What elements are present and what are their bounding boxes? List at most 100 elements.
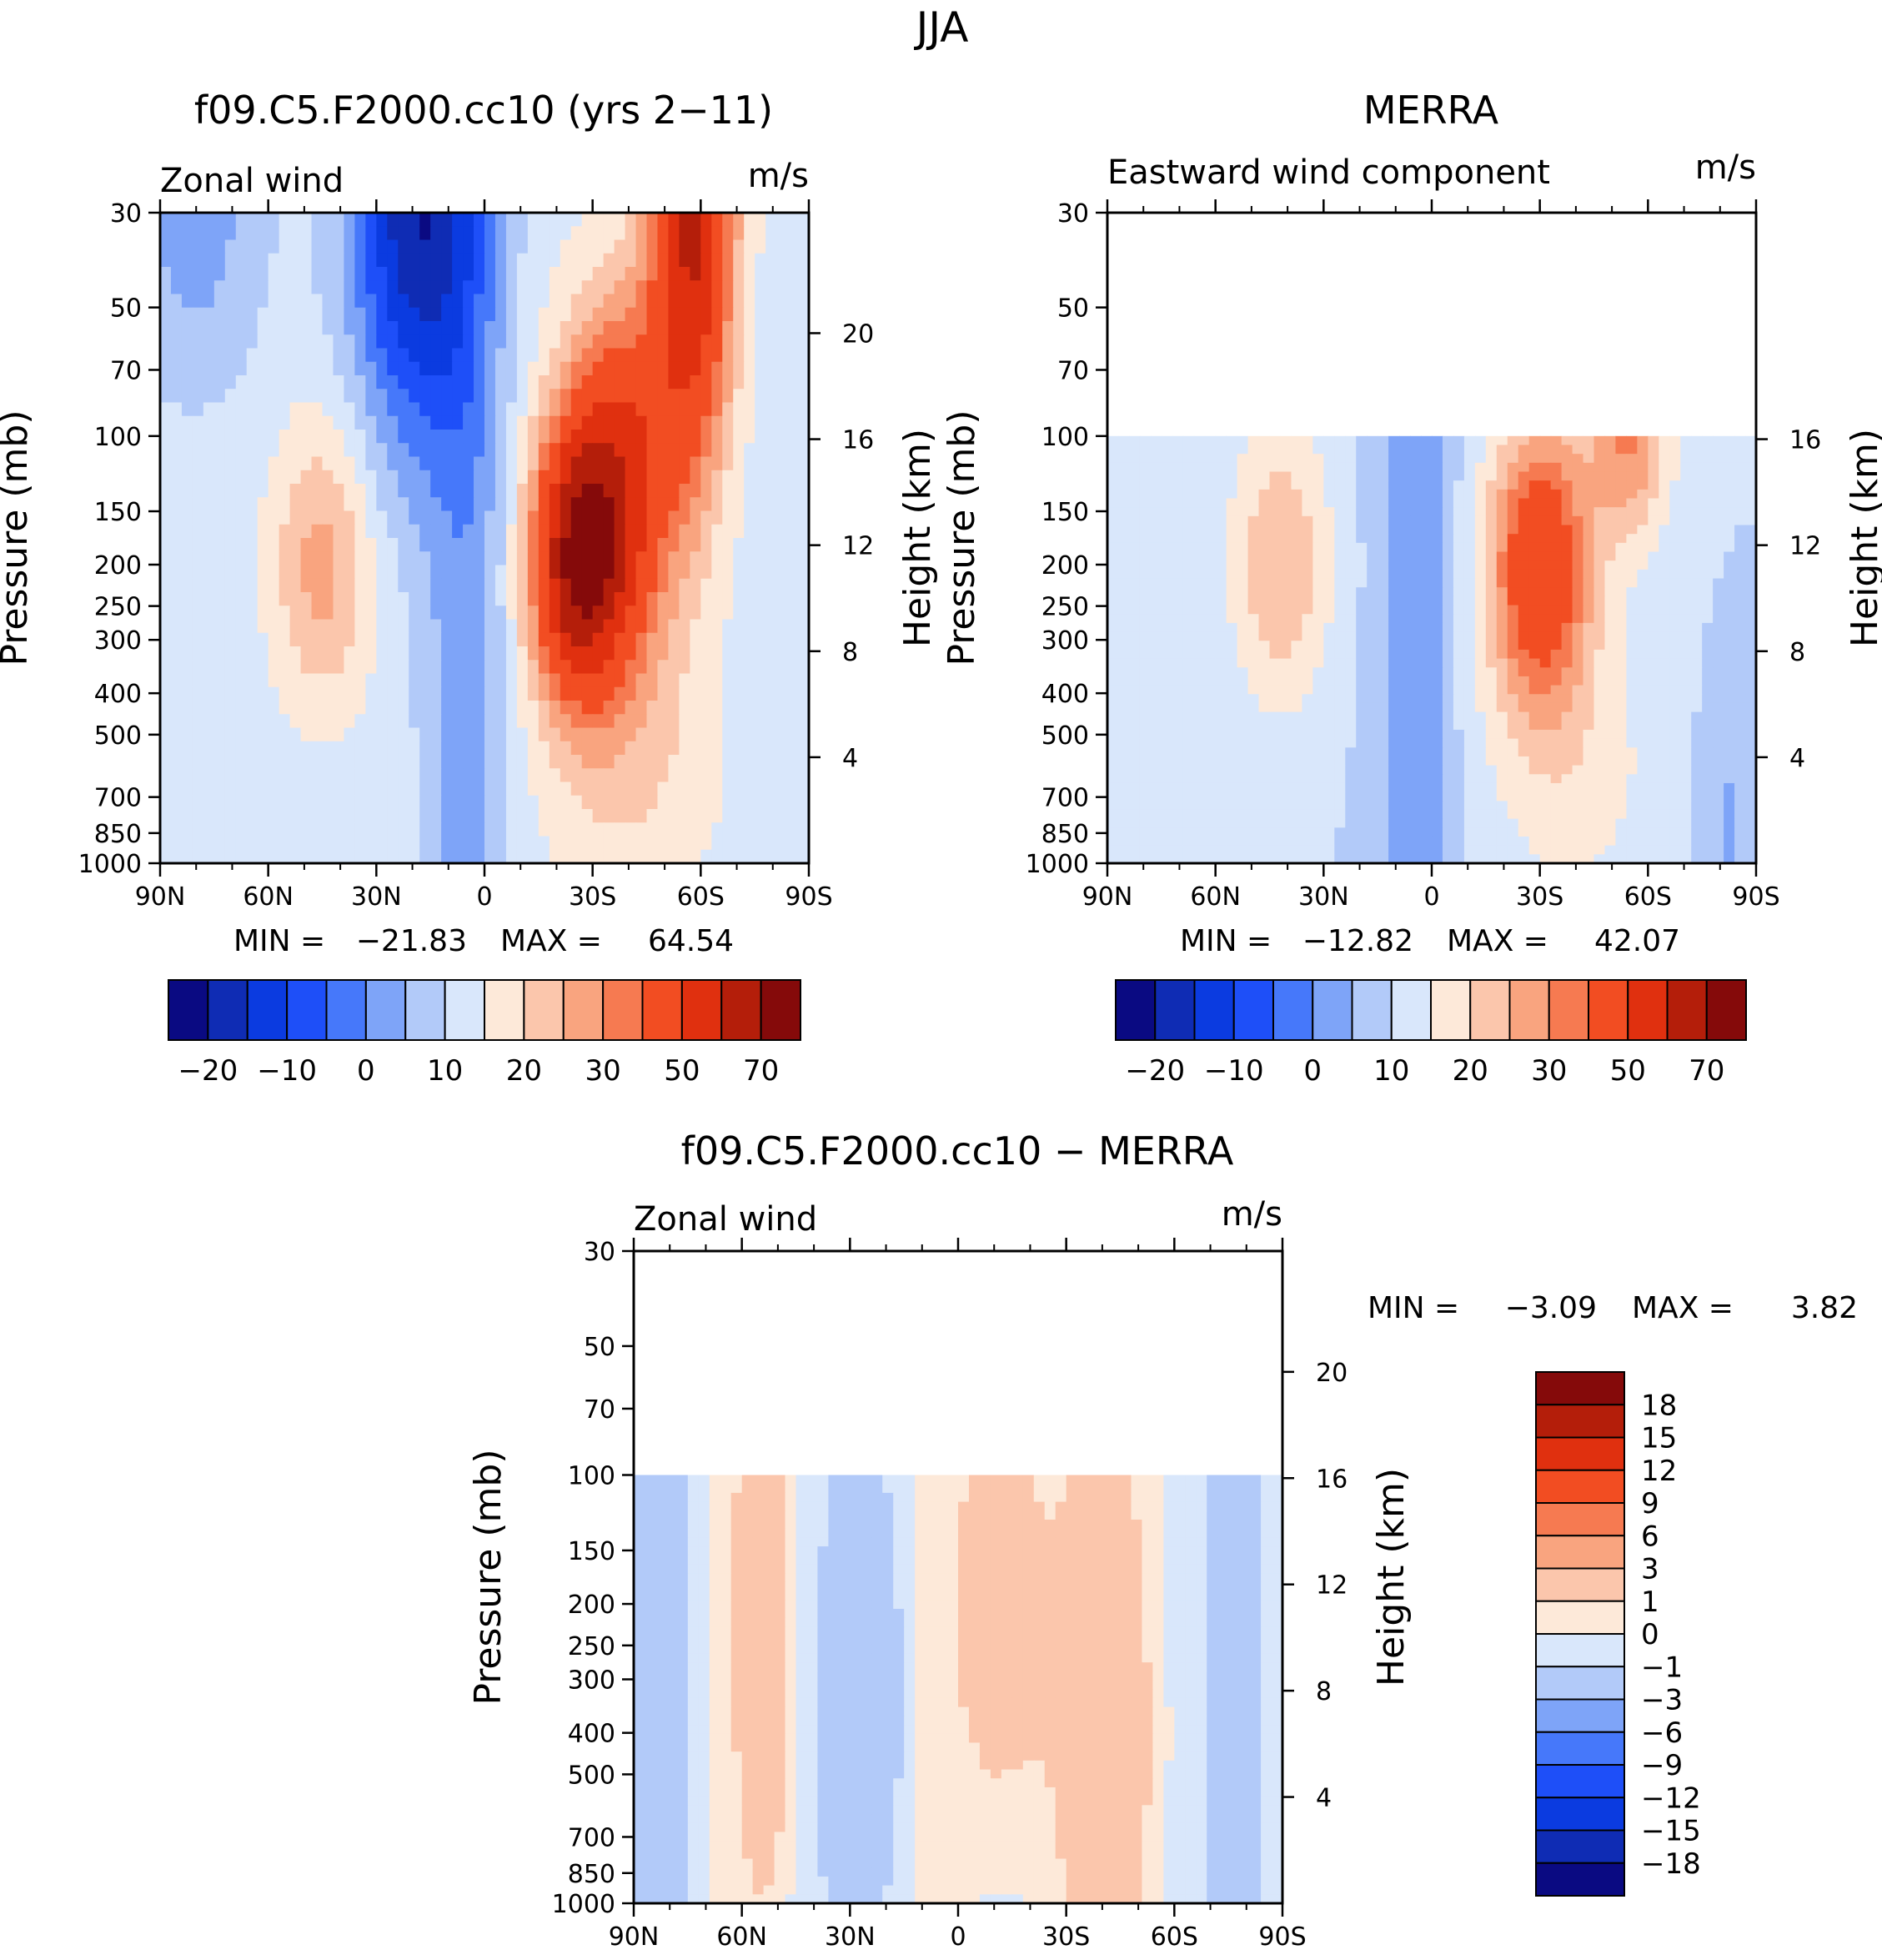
contour-cell [1291, 658, 1302, 668]
contour-cell [1399, 498, 1411, 508]
contour-cell [787, 430, 799, 444]
contour-cell [213, 781, 226, 797]
contour-cell [1258, 542, 1271, 553]
contour-cell [657, 632, 670, 647]
contour-cell [527, 253, 540, 268]
contour-cell [484, 456, 496, 471]
contour-cell [570, 701, 583, 715]
contour-cell [365, 578, 377, 593]
contour-cell [1204, 649, 1217, 660]
contour-cell [170, 321, 183, 335]
contour-cell [755, 307, 766, 322]
contour-cell [1496, 711, 1508, 721]
contour-cell [1626, 667, 1638, 677]
contour-cell [1388, 525, 1400, 535]
contour-cell [549, 253, 561, 268]
contour-cell [1528, 454, 1541, 464]
contour-cell [527, 213, 540, 227]
contour-cell [1507, 462, 1519, 473]
contour-cell [213, 402, 226, 417]
contour-cell [1312, 507, 1324, 517]
contour-cell [1561, 721, 1573, 731]
contour-cell [1702, 614, 1714, 624]
contour-cell [1463, 649, 1476, 660]
contour-cell [1367, 480, 1378, 490]
contour-cell [625, 714, 637, 729]
contour-cell [1724, 658, 1735, 668]
contour-cell [1539, 711, 1552, 721]
contour-cell [311, 375, 324, 389]
contour-cell [1648, 587, 1659, 597]
contour-cell [1659, 507, 1670, 517]
contour-cell [322, 213, 334, 227]
contour-cell [570, 267, 583, 281]
contour-cell [527, 348, 540, 363]
contour-cell [1561, 649, 1573, 660]
contour-cell [235, 538, 248, 552]
contour-cell [581, 389, 594, 404]
contour-cell [376, 781, 388, 797]
contour-cell [744, 836, 755, 851]
contour-cell [711, 484, 723, 498]
contour-cell [1291, 649, 1302, 660]
contour-cell [1128, 694, 1141, 704]
contour-cell [1107, 542, 1119, 553]
contour-cell [1669, 605, 1681, 615]
contour-cell [560, 686, 572, 701]
contour-cell [1421, 622, 1433, 633]
contour-cell [224, 673, 237, 688]
contour-cell [398, 524, 409, 539]
contour-cell [592, 361, 605, 376]
contour-cell [1702, 711, 1714, 721]
contour-cell [1204, 534, 1217, 544]
contour-cell [560, 578, 572, 593]
contour-cell [160, 484, 172, 498]
contour-cell [527, 538, 540, 552]
contour-cell [376, 239, 388, 254]
contour-cell [1334, 435, 1346, 446]
contour-cell [452, 660, 464, 675]
contour-cell [625, 267, 637, 281]
contour-cell [235, 578, 248, 593]
contour-cell [474, 632, 485, 647]
contour-cell [1226, 445, 1238, 455]
contour-cell [1421, 445, 1433, 455]
contour-cell [333, 714, 345, 729]
contour-cell [1182, 676, 1195, 686]
contour-cell [387, 239, 399, 254]
contour-cell [1702, 507, 1714, 517]
contour-cell [1204, 622, 1217, 633]
contour-cell [549, 836, 561, 851]
contour-cell [430, 755, 442, 769]
contour-cell [635, 714, 648, 729]
contour-cell [527, 619, 540, 634]
contour-cell [527, 497, 540, 512]
contour-cell [625, 809, 637, 823]
contour-cell [235, 741, 248, 756]
contour-cell [1702, 587, 1714, 597]
contour-cell [224, 686, 237, 701]
contour-cell [181, 470, 193, 485]
contour-cell [581, 470, 594, 485]
contour-cell [646, 239, 659, 254]
contour-cell [538, 619, 550, 634]
contour-cell [1528, 685, 1541, 695]
contour-cell [765, 402, 777, 417]
contour-cell [1345, 631, 1357, 641]
contour-cell [798, 809, 810, 823]
contour-cell [722, 578, 734, 593]
contour-cell [484, 768, 496, 783]
contour-cell [1128, 702, 1141, 713]
contour-cell [430, 253, 442, 268]
contour-cell [646, 727, 659, 742]
contour-cell [419, 239, 431, 254]
contour-cell [1128, 587, 1141, 597]
contour-cell [560, 741, 572, 756]
contour-cell [1745, 667, 1757, 677]
contour-cell [1615, 676, 1627, 686]
contour-cell [733, 361, 745, 376]
contour-cell [1702, 551, 1714, 561]
contour-cell [203, 389, 215, 404]
contour-cell [1150, 685, 1162, 695]
contour-cell [1323, 551, 1335, 561]
